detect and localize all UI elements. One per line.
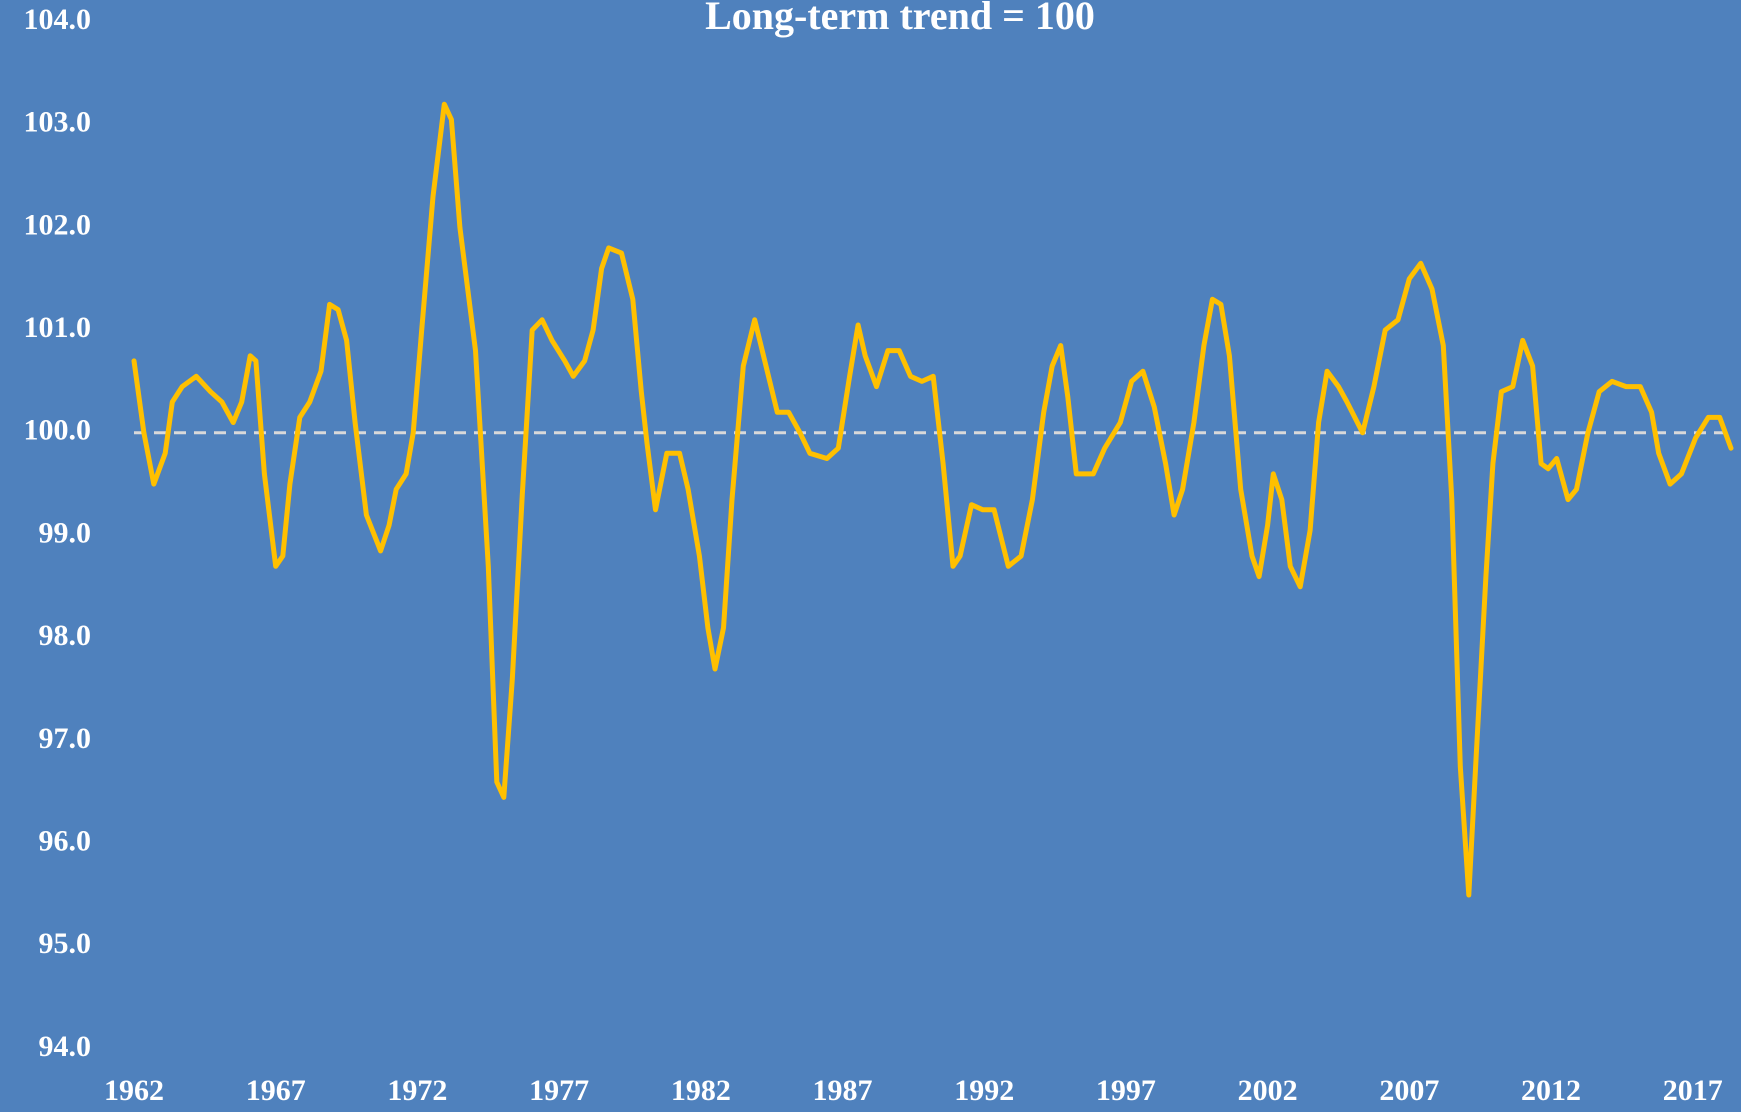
x-tick-label: 1992 bbox=[954, 1074, 1014, 1107]
x-tick-label: 1982 bbox=[671, 1074, 731, 1107]
y-tick-label: 102.0 bbox=[24, 208, 92, 241]
data-line bbox=[131, 101, 1734, 898]
x-tick-label: 1977 bbox=[529, 1074, 589, 1107]
y-tick-label: 99.0 bbox=[39, 516, 92, 549]
y-tick-label: 103.0 bbox=[24, 106, 92, 139]
x-tick-label: 1997 bbox=[1096, 1074, 1156, 1107]
x-tick-label: 1972 bbox=[387, 1074, 447, 1107]
y-tick-label: 97.0 bbox=[39, 722, 92, 755]
x-tick-label: 2002 bbox=[1238, 1074, 1298, 1107]
y-tick-label: 104.0 bbox=[24, 3, 92, 36]
x-tick-label: 1967 bbox=[246, 1074, 306, 1107]
x-tick-label: 2007 bbox=[1379, 1074, 1439, 1107]
y-tick-label: 100.0 bbox=[24, 414, 92, 447]
x-tick-label: 1962 bbox=[104, 1074, 164, 1107]
x-tick-label: 2017 bbox=[1663, 1074, 1723, 1107]
x-tick-label: 1987 bbox=[813, 1074, 873, 1107]
y-tick-label: 95.0 bbox=[39, 927, 92, 960]
y-tick-label: 98.0 bbox=[39, 619, 92, 652]
chart-title: Long-term trend = 100 bbox=[705, 0, 1095, 38]
x-tick-label: 2012 bbox=[1521, 1074, 1581, 1107]
y-tick-label: 94.0 bbox=[39, 1030, 92, 1063]
y-tick-label: 96.0 bbox=[39, 824, 92, 857]
y-tick-label: 101.0 bbox=[24, 311, 92, 344]
